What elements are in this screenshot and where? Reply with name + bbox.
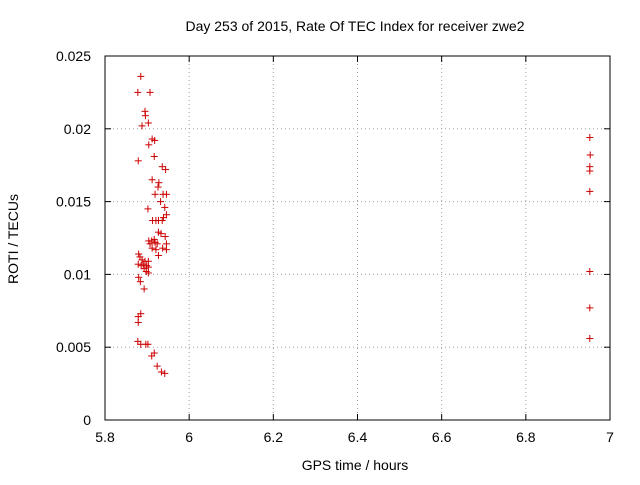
- data-point: [586, 334, 594, 342]
- data-point: [152, 246, 160, 254]
- data-point: [138, 122, 146, 130]
- data-point: [161, 233, 169, 241]
- x-tick-label: 6.6: [432, 429, 452, 445]
- data-point: [157, 198, 165, 206]
- data-point: [586, 167, 594, 175]
- x-tick-label: 7: [606, 429, 614, 445]
- y-tick-label: 0: [83, 412, 91, 428]
- data-point: [137, 262, 145, 270]
- data-point: [134, 157, 142, 165]
- y-tick-label: 0.025: [56, 48, 91, 64]
- tick-labels: 5.8 6 6.2 6.4 6.6 6.8 7 0 0.005 0.01 0.015 0.02 0.02…: [56, 48, 614, 445]
- data-point: [162, 211, 170, 219]
- x-tick-label: 5.8: [95, 429, 115, 445]
- data-point: [153, 362, 161, 370]
- data-point: [155, 179, 163, 187]
- data-point: [134, 337, 142, 345]
- data-point: [159, 244, 167, 252]
- data-point: [157, 230, 165, 238]
- data-point: [137, 72, 145, 80]
- grid-lines: [105, 56, 610, 420]
- data-point: [161, 369, 169, 377]
- data-point: [144, 205, 152, 213]
- data-point: [151, 190, 159, 198]
- data-point: [586, 187, 594, 195]
- y-tick-label: 0.015: [56, 194, 91, 210]
- data-point: [151, 136, 159, 144]
- data-point: [134, 88, 142, 96]
- data-point: [146, 88, 154, 96]
- data-point: [158, 217, 166, 225]
- x-tick-label: 6.2: [264, 429, 284, 445]
- data-point: [144, 269, 152, 277]
- data-point: [136, 278, 144, 286]
- data-point: [144, 340, 152, 348]
- x-tick-label: 6.4: [348, 429, 368, 445]
- data-point: [146, 240, 154, 248]
- data-point: [586, 134, 594, 142]
- data-point: [586, 267, 594, 275]
- data-point: [161, 203, 169, 211]
- data-point: [586, 151, 594, 159]
- data-point: [154, 183, 162, 191]
- data-point: [150, 235, 158, 243]
- data-points: [134, 72, 594, 377]
- data-point: [144, 119, 152, 127]
- data-point: [145, 141, 153, 149]
- data-point: [154, 251, 162, 259]
- y-tick-label: 0.02: [64, 121, 91, 137]
- y-tick-label: 0.005: [56, 339, 91, 355]
- x-axis-label: GPS time / hours: [302, 457, 409, 473]
- data-point: [134, 318, 142, 326]
- data-point: [150, 152, 158, 160]
- data-point: [162, 166, 170, 174]
- data-point: [148, 176, 156, 184]
- axis-ticks: [104, 55, 611, 421]
- data-point: [141, 112, 149, 120]
- data-point: [158, 163, 166, 171]
- data-point: [159, 214, 167, 222]
- data-point: [135, 273, 143, 281]
- y-axis-label: ROTI / TECUs: [5, 194, 21, 284]
- data-point: [148, 244, 156, 252]
- chart-title: Day 253 of 2015, Rate Of TEC Index for r…: [185, 18, 524, 34]
- data-point: [162, 190, 170, 198]
- data-point: [140, 285, 148, 293]
- data-point: [162, 246, 170, 254]
- data-point: [586, 304, 594, 312]
- y-tick-label: 0.01: [64, 266, 91, 282]
- data-point: [138, 256, 146, 264]
- data-point: [135, 250, 143, 258]
- data-point: [157, 368, 165, 376]
- x-tick-label: 6.8: [516, 429, 536, 445]
- data-point: [153, 240, 161, 248]
- x-tick-label: 6: [185, 429, 193, 445]
- data-point: [148, 352, 156, 360]
